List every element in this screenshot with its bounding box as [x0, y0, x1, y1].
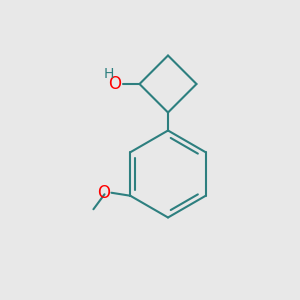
- Text: H: H: [104, 68, 114, 81]
- Text: O: O: [109, 75, 122, 93]
- Text: O: O: [97, 184, 110, 202]
